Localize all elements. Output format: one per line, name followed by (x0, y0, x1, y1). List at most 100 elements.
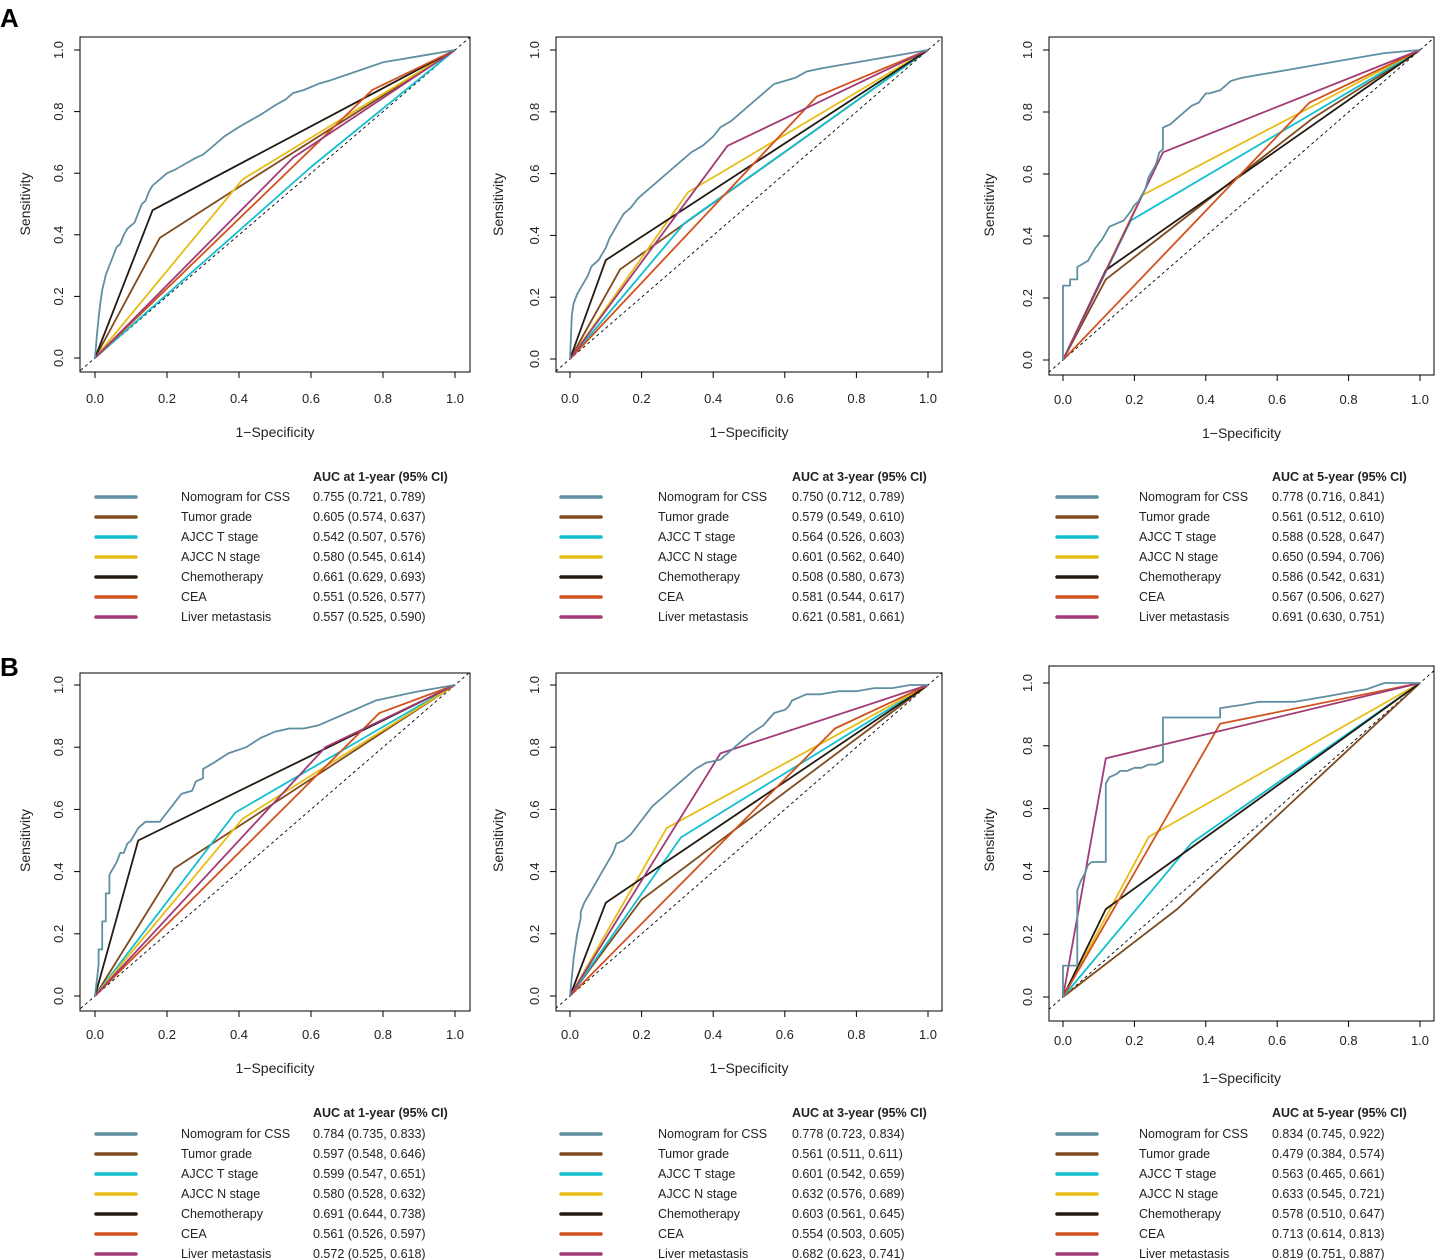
x-tick-label: 1.0 (919, 1027, 937, 1042)
legend-title: AUC at 1-year (95% CI) (313, 1106, 448, 1120)
y-tick-label: 0.4 (527, 226, 542, 244)
legend-entry-name: Nomogram for CSS (1139, 490, 1248, 504)
legend-entry-auc: 0.601 (0.562, 0.640) (792, 550, 905, 564)
y-tick-label: 0.6 (527, 165, 542, 183)
x-tick-label: 1.0 (1411, 1033, 1429, 1048)
x-tick-label: 0.2 (158, 1027, 176, 1042)
legend-entry-auc: 0.578 (0.510, 0.647) (1272, 1207, 1385, 1221)
x-tick-label: 0.2 (1125, 392, 1143, 407)
y-tick-label: 0.4 (51, 863, 66, 881)
panel-label-a: A (0, 3, 19, 33)
y-tick-label: 1.0 (1020, 674, 1035, 692)
legend-entry-auc: 0.633 (0.545, 0.721) (1272, 1187, 1385, 1201)
roc-curve-liver-metastasis (569, 684, 929, 997)
legend-entry-auc: 0.508 (0.580, 0.673) (792, 570, 905, 584)
y-tick-label: 0.0 (1020, 351, 1035, 369)
x-axis-label: 1−Specificity (1202, 1070, 1281, 1086)
legend-entry-name: Liver metastasis (1139, 1247, 1229, 1260)
legend-entry-name: AJCC T stage (658, 1167, 735, 1181)
roc-curve-ajcc-t-stage (94, 684, 456, 997)
legend-entry-auc: 0.579 (0.549, 0.610) (792, 510, 905, 524)
y-tick-label: 0.0 (527, 350, 542, 368)
legend-entry-auc: 0.621 (0.581, 0.661) (792, 610, 905, 624)
roc-curve-cea (569, 49, 929, 360)
roc-curve-tumor-grade (1062, 682, 1421, 998)
y-tick-label: 0.2 (527, 288, 542, 306)
legend-entry-auc: 0.588 (0.528, 0.647) (1272, 530, 1385, 544)
y-tick-label: 0.4 (51, 226, 66, 244)
legend-entry-auc: 0.586 (0.542, 0.631) (1272, 570, 1385, 584)
legend-entry-name: Tumor grade (181, 1147, 252, 1161)
x-tick-label: 1.0 (1411, 392, 1429, 407)
legend-entry-name: Chemotherapy (1139, 1207, 1222, 1221)
legend-entry-name: CEA (181, 1227, 207, 1241)
y-tick-label: 0.8 (527, 738, 542, 756)
legend-entry-name: Tumor grade (658, 510, 729, 524)
roc-curve-nomogram-for-css (1062, 49, 1421, 360)
legend-entry-auc: 0.580 (0.528, 0.632) (313, 1187, 426, 1201)
legend-entry-auc: 0.479 (0.384, 0.574) (1272, 1147, 1385, 1161)
y-tick-label: 1.0 (51, 676, 66, 694)
legend-entry-auc: 0.661 (0.629, 0.693) (313, 570, 426, 584)
roc-curve-cea (94, 684, 456, 997)
y-tick-label: 0.4 (1020, 227, 1035, 245)
legend-entry-name: CEA (1139, 590, 1165, 604)
legend-entry-auc: 0.834 (0.745, 0.922) (1272, 1127, 1385, 1141)
legend-title: AUC at 5-year (95% CI) (1272, 1106, 1407, 1120)
legend-entry-auc: 0.557 (0.525, 0.590) (313, 610, 426, 624)
legend-entry-name: Nomogram for CSS (658, 1127, 767, 1141)
x-tick-label: 0.0 (1054, 1033, 1072, 1048)
legend-entry-name: CEA (1139, 1227, 1165, 1241)
legend-entry-auc: 0.561 (0.511, 0.611) (792, 1147, 903, 1161)
legend-entry-name: Tumor grade (181, 510, 252, 524)
y-tick-label: 0.6 (1020, 800, 1035, 818)
y-tick-label: 1.0 (527, 41, 542, 59)
x-tick-label: 0.6 (302, 1027, 320, 1042)
reference-diagonal (80, 37, 470, 371)
legend-entry-name: Nomogram for CSS (1139, 1127, 1248, 1141)
legend-entry-auc: 0.603 (0.561, 0.645) (792, 1207, 905, 1221)
legend-entry-name: Liver metastasis (658, 1247, 748, 1260)
x-tick-label: 0.0 (1054, 392, 1072, 407)
roc-chart-a3: 0.0 0.2 0.4 0.6 0.8 1.0 0.0 0.2 0.4 0.6 0.8 1.0 1−Sp… (490, 36, 943, 624)
y-axis-label: Sensitivity (17, 809, 33, 872)
roc-curve-liver-metastasis (94, 49, 456, 359)
x-tick-label: 0.2 (633, 391, 651, 406)
roc-curve-nomogram-for-css (569, 49, 929, 360)
x-tick-label: 0.4 (704, 1027, 722, 1042)
x-tick-label: 0.2 (633, 1027, 651, 1042)
legend-entry-auc: 0.605 (0.574, 0.637) (313, 510, 426, 524)
legend-entry-name: Nomogram for CSS (181, 490, 290, 504)
reference-diagonal (555, 37, 943, 372)
y-tick-label: 0.0 (527, 987, 542, 1005)
y-tick-label: 0.2 (1020, 289, 1035, 307)
legend-entry-auc: 0.632 (0.576, 0.689) (792, 1187, 905, 1201)
legend-entry-auc: 0.563 (0.465, 0.661) (1272, 1167, 1385, 1181)
legend-entry-auc: 0.682 (0.623, 0.741) (792, 1247, 905, 1260)
x-tick-label: 1.0 (919, 391, 937, 406)
legend-entry-name: Chemotherapy (1139, 570, 1222, 584)
x-tick-label: 0.8 (1340, 1033, 1358, 1048)
legend-entry-auc: 0.554 (0.503, 0.605) (792, 1227, 905, 1241)
roc-curve-tumor-grade (569, 684, 929, 997)
roc-curve-chemotherapy (94, 684, 456, 997)
y-tick-label: 1.0 (51, 41, 66, 59)
roc-curve-chemotherapy (94, 49, 456, 359)
roc-curve-chemotherapy (569, 684, 929, 997)
legend-entry-name: Liver metastasis (181, 1247, 271, 1260)
x-tick-label: 0.4 (704, 391, 722, 406)
legend: AUC at 3-year (95% CI) Nomogram for CSS 0.… (559, 470, 927, 624)
legend-entry-auc: 0.542 (0.507, 0.576) (313, 530, 426, 544)
y-tick-label: 0.6 (527, 800, 542, 818)
legend-entry-name: Liver metastasis (181, 610, 271, 624)
x-tick-label: 0.8 (1340, 392, 1358, 407)
y-tick-label: 0.6 (51, 164, 66, 182)
legend-entry-auc: 0.551 (0.526, 0.577) (313, 590, 426, 604)
roc-curve-nomogram-for-css (94, 684, 456, 997)
roc-chart-b3: 0.0 0.2 0.4 0.6 0.8 1.0 0.0 0.2 0.4 0.6 0.8 1.0 1−Sp… (490, 672, 943, 1260)
legend-entry-name: AJCC T stage (181, 1167, 258, 1181)
legend-entry-auc: 0.713 (0.614, 0.813) (1272, 1227, 1385, 1241)
plot-frame (79, 36, 471, 373)
x-tick-label: 0.4 (230, 391, 248, 406)
y-tick-label: 0.4 (527, 863, 542, 881)
